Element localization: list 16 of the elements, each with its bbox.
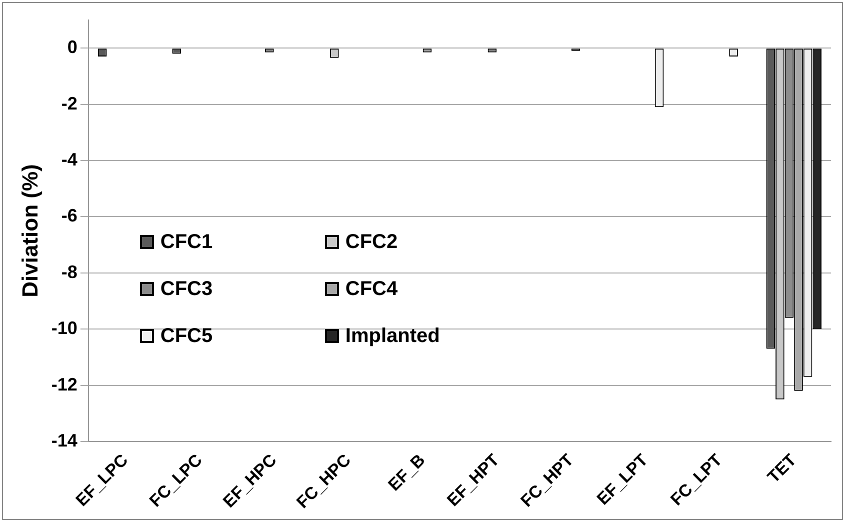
y-tick-label: -8: [61, 262, 78, 282]
y-tick-label: 0: [67, 37, 78, 58]
y-tick-label: -14: [51, 430, 78, 450]
y-tick-label: -4: [61, 149, 78, 170]
y-tick-label: -6: [61, 206, 78, 226]
legend-label: CFC1: [159, 230, 214, 254]
legend-label: CFC5: [159, 324, 214, 348]
y-axis-title: Diviation (%): [17, 164, 42, 298]
y-tick-label: -10: [51, 318, 78, 338]
legend-label: CFC4: [344, 278, 399, 301]
legend-label: CFC2: [344, 230, 399, 254]
x-tick-label: TET: [764, 450, 800, 487]
legend-label: CFC3: [159, 278, 214, 301]
legend-label: Implanted: [344, 324, 441, 348]
y-tick-label: -12: [51, 374, 78, 394]
y-tick-label: -2: [61, 93, 78, 114]
